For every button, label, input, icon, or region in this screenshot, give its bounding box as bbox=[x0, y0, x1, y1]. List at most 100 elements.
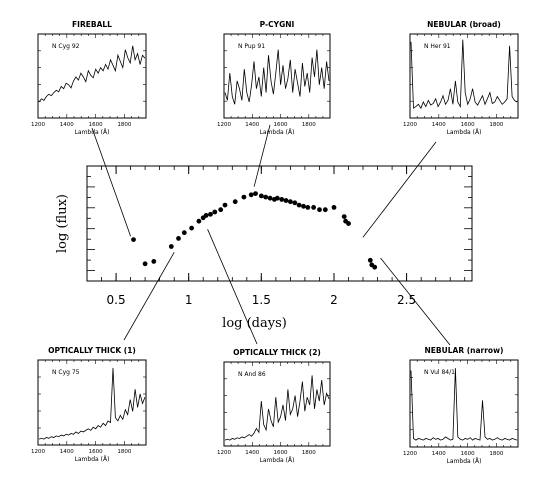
data-point bbox=[322, 207, 328, 213]
spectrum-panel-optically-thick-2: OPTICALLY THICK (2) N And 86 1200 1400 1600 1… bbox=[217, 348, 331, 464]
connector-line bbox=[362, 141, 437, 238]
panel-tick-label: 1200 bbox=[403, 122, 417, 128]
data-point bbox=[151, 259, 157, 264]
data-point bbox=[296, 202, 302, 208]
panel-tick-label: 1400 bbox=[432, 451, 446, 457]
panel-x-label: Lambda (Å) bbox=[260, 129, 295, 136]
panel-tick-label: 1600 bbox=[89, 449, 103, 455]
panel-object-name: N And 86 bbox=[238, 371, 266, 378]
panel-tick-label: 1200 bbox=[217, 122, 231, 128]
panel-tick-label: 1400 bbox=[245, 122, 259, 128]
panel-title: OPTICALLY THICK (2) bbox=[233, 348, 321, 357]
panel-tick-label: 1200 bbox=[31, 449, 45, 455]
data-point bbox=[222, 202, 228, 208]
data-point bbox=[218, 207, 224, 213]
spectrum-line bbox=[224, 49, 330, 105]
data-point bbox=[212, 209, 218, 215]
data-point bbox=[168, 244, 174, 249]
data-point bbox=[248, 192, 254, 198]
panel-title: FIREBALL bbox=[72, 20, 112, 29]
spectrum-line bbox=[410, 368, 518, 441]
x-tick-label: 1.5 bbox=[252, 293, 271, 307]
spectrum-line bbox=[38, 367, 146, 440]
spectrum-panel-fireball: FIREBALL N Cyg 92 1200 1400 1600 1800 Lambda (… bbox=[31, 20, 147, 136]
y-axis-label: log (flux) bbox=[55, 194, 70, 253]
panel-tick-label: 1800 bbox=[302, 122, 316, 128]
panel-object-name: N Cyg 75 bbox=[52, 369, 80, 376]
data-point bbox=[301, 203, 306, 209]
panel-tick-label: 1600 bbox=[274, 450, 288, 456]
panel-tick-label: 1400 bbox=[60, 449, 74, 455]
data-point bbox=[241, 194, 247, 200]
panel-tick-label: 1200 bbox=[403, 451, 417, 457]
panel-tick-label: 1600 bbox=[461, 451, 475, 457]
panel-x-label: Lambda (Å) bbox=[75, 456, 110, 463]
data-point bbox=[346, 221, 351, 226]
data-point bbox=[189, 225, 195, 231]
data-point bbox=[232, 199, 238, 205]
panel-frame bbox=[223, 33, 331, 119]
data-point bbox=[292, 200, 298, 206]
spectrum-line bbox=[410, 39, 518, 110]
connector-line bbox=[91, 127, 131, 237]
light-curve-chart: 0.5 1 1.5 2 2.5 log (days) log (flux) bbox=[55, 165, 473, 331]
panel-x-label: Lambda (Å) bbox=[75, 129, 110, 136]
panel-title: P-CYGNI bbox=[260, 20, 295, 29]
data-point bbox=[317, 207, 322, 213]
panel-object-name: N Cyg 92 bbox=[52, 43, 80, 50]
connector-line bbox=[380, 257, 451, 346]
data-point bbox=[176, 236, 181, 241]
data-point bbox=[196, 218, 202, 224]
panel-x-label: Lambda (Å) bbox=[447, 458, 482, 465]
panel-object-name: N Pup 91 bbox=[238, 43, 265, 50]
connector-line bbox=[123, 252, 175, 341]
panel-title: OPTICALLY THICK (1) bbox=[48, 346, 136, 355]
main-plot-frame bbox=[86, 165, 473, 282]
data-point bbox=[283, 198, 289, 203]
panel-tick-label: 1800 bbox=[489, 122, 503, 128]
panel-tick-label: 1800 bbox=[117, 122, 131, 128]
data-point bbox=[181, 230, 187, 236]
data-point bbox=[253, 191, 258, 197]
panel-tick-label: 1800 bbox=[489, 451, 503, 457]
panel-x-label: Lambda (Å) bbox=[260, 457, 295, 464]
data-point bbox=[288, 199, 293, 205]
data-point bbox=[311, 205, 316, 210]
x-tick-label: 2 bbox=[330, 293, 338, 307]
x-tick-label: 0.5 bbox=[107, 293, 126, 307]
panel-x-label: Lambda (Å) bbox=[447, 129, 482, 136]
spectrum-line bbox=[224, 375, 330, 441]
data-point bbox=[142, 261, 148, 267]
data-point bbox=[263, 194, 269, 200]
panel-tick-label: 1600 bbox=[461, 122, 475, 128]
panel-tick-label: 1800 bbox=[302, 450, 316, 456]
panel-tick-label: 1600 bbox=[274, 122, 288, 128]
data-point bbox=[267, 195, 273, 201]
data-point bbox=[208, 211, 213, 217]
spectrum-panel-optically-thick-1: OPTICALLY THICK (1) N Cyg 75 1200 1400 1600 1… bbox=[31, 346, 147, 463]
spectrum-line bbox=[38, 45, 146, 103]
data-point bbox=[372, 264, 378, 270]
panel-frame bbox=[37, 33, 147, 119]
panel-tick-label: 1400 bbox=[432, 122, 446, 128]
panel-tick-label: 1200 bbox=[217, 450, 231, 456]
panel-frame bbox=[409, 359, 519, 448]
data-point bbox=[341, 214, 347, 220]
panel-title: NEBULAR (narrow) bbox=[425, 346, 504, 355]
x-axis-label: log (days) bbox=[222, 316, 287, 331]
data-point bbox=[274, 195, 280, 201]
data-point bbox=[279, 197, 285, 202]
panel-object-name: N Her 91 bbox=[424, 43, 451, 50]
spectrum-panel-nebular-broad: NEBULAR (broad) N Her 91 1200 1400 1600 1800 L… bbox=[403, 20, 519, 136]
panel-tick-label: 1600 bbox=[89, 122, 103, 128]
panel-title: NEBULAR (broad) bbox=[427, 20, 501, 29]
spectrum-panels: FIREBALL N Cyg 92 1200 1400 1600 1800 Lambda (… bbox=[31, 20, 519, 465]
data-point bbox=[203, 213, 209, 218]
panel-object-name: N Vul 84/1 bbox=[424, 369, 455, 376]
panel-tick-label: 1200 bbox=[31, 122, 45, 128]
data-point bbox=[305, 205, 311, 210]
spectrum-panel-nebular-narrow: NEBULAR (narrow) N Vul 84/1 1200 1400 1600 18… bbox=[403, 346, 519, 465]
panel-frame bbox=[223, 361, 331, 447]
connector-lines bbox=[91, 124, 451, 346]
x-tick-label: 2.5 bbox=[397, 293, 416, 307]
